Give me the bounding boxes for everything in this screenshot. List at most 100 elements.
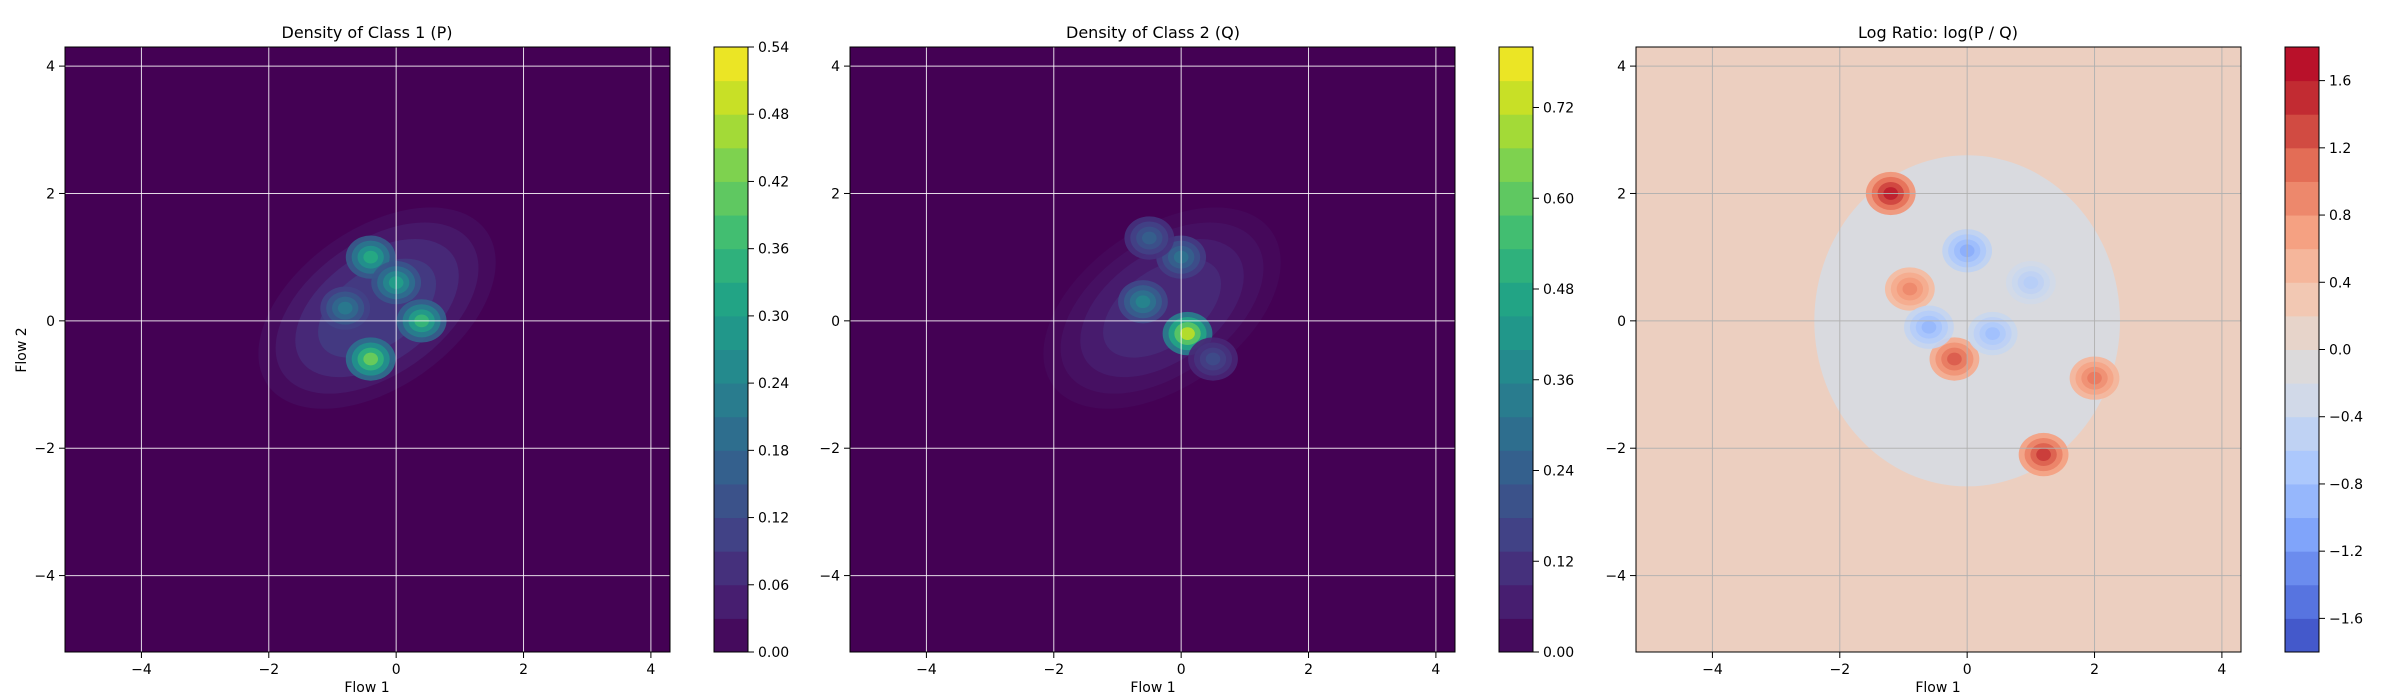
hotspot	[1904, 305, 1954, 349]
colorbar-level	[714, 147, 748, 182]
colorbar-level	[2285, 215, 2319, 250]
colorbar: −1.6 −1.2 −0.8 −0.4 0.0 0.4 0.8 1.2 1.6	[2284, 46, 2363, 653]
colorbar-tick-label: 0.60	[1543, 191, 1574, 207]
colorbar-level	[1499, 517, 1533, 552]
y-tick-label: −2	[1605, 441, 1626, 457]
x-ticks: −4 −2 0 2 4	[1702, 652, 2226, 678]
hotspot	[2005, 260, 2056, 305]
colorbar-level	[2285, 248, 2319, 283]
y-tick-label: 0	[46, 314, 55, 330]
y-ticks: −4 −2 0 2 4	[34, 59, 65, 585]
colorbar-level	[1499, 181, 1533, 216]
colorbar-level	[714, 315, 748, 350]
colorbar-level	[1499, 147, 1533, 182]
hotspot	[1188, 337, 1238, 381]
colorbar-tick-label: 0.8	[2329, 208, 2351, 224]
colorbar-tick-label: −0.4	[2329, 410, 2363, 426]
colorbar-level	[714, 483, 748, 519]
colorbar-tick-label: 0.18	[758, 443, 789, 459]
y-tick-label: −4	[819, 569, 840, 585]
colorbar-level	[1499, 315, 1533, 350]
y-tick-label: −2	[34, 441, 55, 457]
hotspot	[1884, 267, 1935, 311]
x-tick-label: −4	[131, 662, 152, 678]
colorbar-tick-label: 0.12	[1543, 554, 1574, 570]
colorbar-tick-label: 0.4	[2329, 275, 2351, 291]
x-tick-label: −2	[258, 662, 279, 678]
x-tick-label: 4	[2217, 662, 2226, 678]
y-tick-label: 0	[1617, 314, 1626, 330]
x-tick-label: 2	[2090, 662, 2099, 678]
colorbar-tick-label: 0.12	[758, 511, 789, 527]
x-axis-label: Flow 1	[1130, 680, 1175, 696]
panel-log-ratio: Log Ratio: log(P / Q) −4 −2 0 2 4 −4 −2 0 2 4 Fl…	[1605, 23, 2363, 696]
colorbar-tick-label: 1.2	[2329, 141, 2351, 157]
density-field	[65, 47, 670, 652]
colorbar-level	[2285, 80, 2319, 115]
colorbar-tick-label: 0.24	[1543, 464, 1574, 480]
x-tick-label: 0	[1177, 662, 1186, 678]
colorbar-level	[2285, 551, 2319, 586]
y-ticks: −4 −2 0 2 4	[819, 59, 850, 585]
x-tick-label: −2	[1829, 662, 1850, 678]
x-tick-label: −4	[1702, 662, 1723, 678]
colorbar-tick-label: 0.30	[758, 309, 789, 325]
colorbar-tick-label: 0.0	[2329, 343, 2351, 359]
colorbar-tick-label: −0.8	[2329, 477, 2363, 493]
colorbar-frame	[713, 46, 749, 653]
colorbar-level	[714, 383, 748, 418]
colorbar-level	[714, 282, 748, 317]
hotspot	[345, 337, 396, 381]
colorbar-level	[2285, 618, 2319, 653]
colorbar-tick-label: −1.6	[2329, 611, 2363, 627]
colorbar-level	[1499, 282, 1533, 317]
colorbar-level	[1499, 349, 1533, 384]
colorbar-level	[714, 114, 748, 149]
hotspot	[1124, 216, 1175, 260]
y-axis-label: Flow 2	[14, 327, 30, 372]
colorbar-level	[714, 551, 748, 586]
y-tick-label: 2	[831, 186, 840, 202]
colorbar-level	[2285, 584, 2319, 619]
colorbar-level	[2285, 383, 2319, 418]
colorbar-level	[1499, 551, 1533, 586]
log-ratio-field	[1636, 47, 2241, 652]
x-tick-label: 0	[1963, 662, 1972, 678]
colorbar-frame	[1498, 46, 1534, 653]
y-tick-label: −4	[34, 569, 55, 585]
x-ticks: −4 −2 0 2 4	[131, 652, 655, 678]
gridlines	[1636, 47, 2241, 652]
colorbar-level	[1499, 215, 1533, 250]
colorbar-level	[714, 47, 748, 82]
hotspot	[320, 286, 371, 330]
hotspot	[2018, 432, 2069, 477]
colorbar-tick-label: 0.72	[1543, 101, 1574, 117]
colorbar-level	[1499, 483, 1533, 519]
colorbar-level	[2285, 450, 2319, 485]
colorbar-level	[714, 416, 748, 451]
panel-title: Density of Class 2 (Q)	[1066, 23, 1240, 42]
colorbar-tick-label: 0.00	[758, 645, 789, 661]
colorbar: 0.00 0.12 0.24 0.36 0.48 0.60 0.72	[1498, 46, 1574, 661]
colorbar-level	[714, 181, 748, 216]
colorbar-level	[1499, 416, 1533, 451]
colorbar-level	[2285, 416, 2319, 451]
panel-class1-density: Density of Class 1 (P) −4 −2 0 2 4 −4 −2 0 2 4 F…	[14, 23, 789, 696]
colorbar-tick-label: 0.54	[758, 40, 789, 56]
colorbar-level	[1499, 383, 1533, 418]
colorbar-level	[1499, 584, 1533, 619]
panel-title: Density of Class 1 (P)	[282, 23, 453, 42]
panel-title: Log Ratio: log(P / Q)	[1858, 23, 2018, 42]
gridlines	[65, 47, 670, 652]
colorbar-level	[1499, 80, 1533, 115]
colorbar-level	[714, 584, 748, 619]
colorbar-level	[2285, 315, 2319, 350]
hotspot	[1967, 311, 2018, 356]
x-axis-label: Flow 1	[1915, 680, 1960, 696]
x-tick-label: 2	[1304, 662, 1313, 678]
y-tick-label: −2	[819, 441, 840, 457]
y-ticks: −4 −2 0 2 4	[1605, 59, 1636, 585]
colorbar-tick-label: 0.36	[758, 242, 789, 258]
y-tick-label: 4	[831, 59, 840, 75]
